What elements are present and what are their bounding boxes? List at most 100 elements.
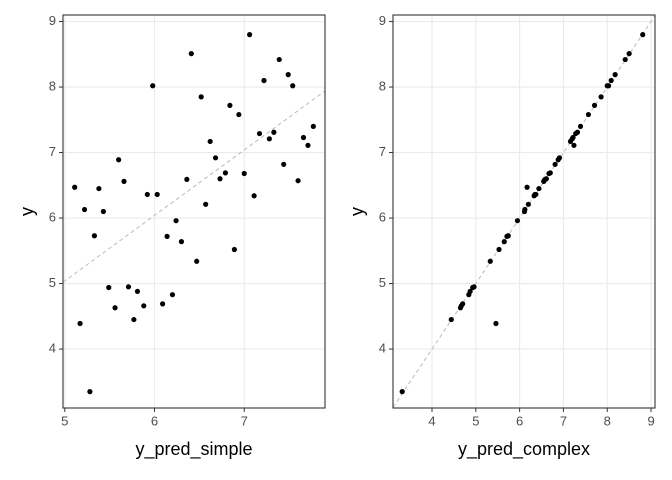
panel: 4 5 6 7 8 9 4 5 6 7 8 9 y_pred_complex y: [347, 13, 656, 460]
point: [556, 155, 563, 161]
point: [622, 56, 628, 63]
y-tick-label: 5: [379, 275, 386, 290]
point: [612, 72, 618, 78]
point: [231, 246, 237, 253]
panel-border: [392, 14, 656, 409]
point: [466, 292, 472, 298]
point: [570, 134, 576, 141]
point: [251, 193, 257, 199]
point: [134, 288, 141, 295]
point: [300, 134, 307, 141]
plot-background: [63, 15, 325, 408]
point: [159, 301, 166, 307]
point: [271, 129, 277, 135]
point: [531, 193, 537, 199]
point: [222, 170, 229, 176]
point: [521, 208, 528, 215]
point: [598, 94, 604, 100]
y-tick-label: 7: [379, 144, 386, 159]
point: [116, 157, 122, 163]
point: [290, 83, 296, 89]
y-tick-label: 6: [49, 209, 56, 224]
y-axis-title: y: [17, 207, 37, 216]
point: [471, 284, 477, 290]
reference-line: [62, 90, 326, 283]
point: [524, 184, 530, 190]
panel: 5 6 7 4 5 6 7 8 9 y_pred_simple y: [17, 13, 326, 460]
point: [125, 284, 132, 290]
point: [261, 77, 267, 84]
point: [285, 72, 291, 78]
point: [198, 94, 204, 100]
point: [178, 239, 185, 245]
point: [448, 316, 454, 323]
point: [626, 51, 632, 57]
point: [96, 185, 102, 192]
point: [399, 389, 405, 395]
point: [460, 301, 466, 307]
point: [227, 102, 233, 108]
point: [574, 129, 581, 135]
point: [525, 201, 531, 207]
point: [164, 233, 170, 239]
point: [281, 161, 287, 167]
x-tick-label: 6: [516, 413, 523, 428]
panel-border: [62, 14, 326, 409]
point: [585, 111, 592, 118]
point: [100, 208, 106, 215]
point: [236, 111, 242, 118]
point: [207, 138, 213, 145]
x-tick-label: 5: [61, 413, 68, 428]
point: [571, 142, 577, 148]
point: [305, 142, 311, 148]
point: [169, 292, 176, 298]
point: [241, 170, 247, 177]
point: [112, 305, 118, 311]
point: [150, 83, 156, 89]
point: [247, 32, 253, 38]
x-tick-label: 5: [472, 413, 479, 428]
point: [141, 303, 147, 309]
point: [501, 239, 507, 245]
y-tick-label: 7: [49, 144, 56, 159]
point: [256, 130, 263, 137]
x-tick-label: 7: [560, 413, 567, 428]
point: [87, 389, 93, 395]
point: [144, 191, 150, 198]
point: [276, 56, 282, 63]
point: [184, 176, 190, 183]
point: [514, 218, 521, 224]
y-tick-label: 4: [49, 340, 56, 355]
y-axis-title: y: [347, 207, 367, 216]
point: [217, 176, 223, 182]
y-tick-label: 8: [379, 78, 386, 93]
point: [91, 233, 98, 239]
point: [77, 320, 83, 327]
y-tick-label: 5: [49, 275, 56, 290]
point: [591, 102, 598, 108]
x-tick-label: 4: [428, 413, 435, 428]
point: [106, 284, 112, 291]
y-tick-label: 9: [49, 13, 56, 28]
x-tick-label: 9: [647, 413, 654, 428]
x-axis-title: y_pred_simple: [135, 439, 252, 460]
point: [188, 51, 194, 57]
point: [154, 191, 160, 198]
y-tick-label: 8: [49, 78, 56, 93]
point: [203, 201, 209, 207]
y-tick-label: 6: [379, 209, 386, 224]
x-axis-title: y_pred_complex: [458, 439, 590, 460]
point: [194, 258, 200, 264]
point: [121, 178, 127, 184]
point: [72, 184, 78, 190]
point: [552, 161, 558, 167]
x-tick-label: 8: [604, 413, 611, 428]
point: [173, 218, 179, 224]
point: [212, 155, 219, 161]
point: [493, 320, 499, 327]
point: [640, 32, 646, 38]
point: [608, 77, 614, 84]
point: [310, 123, 316, 129]
y-tick-label: 9: [379, 13, 386, 28]
